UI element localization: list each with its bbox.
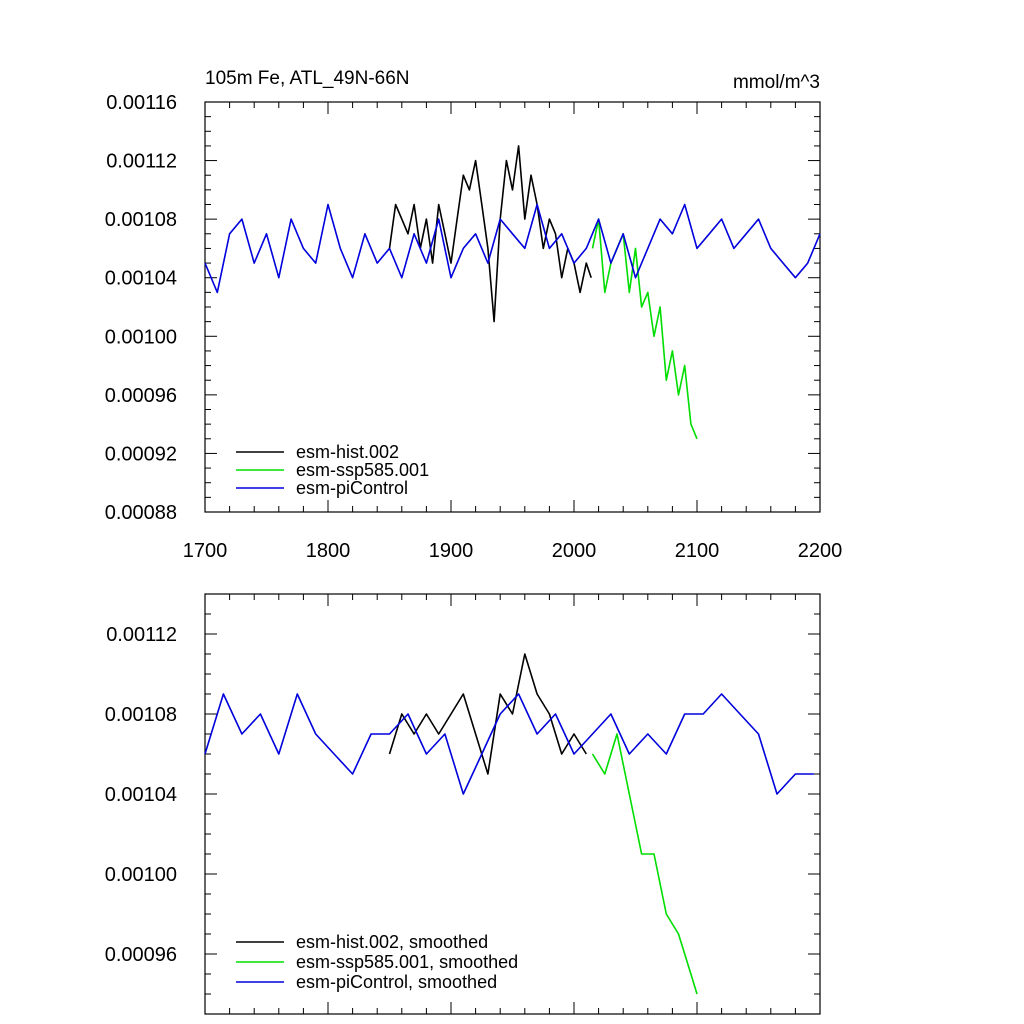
legend-label: esm-hist.002, smoothed: [296, 932, 488, 952]
y-tick-label: 0.00104: [105, 784, 177, 806]
y-tick-label: 0.00096: [105, 385, 177, 407]
series-line-0: [388, 145, 592, 323]
y-tick-label: 0.00116: [106, 92, 177, 114]
series-line-2: [204, 203, 821, 294]
x-tick-label: 1700: [183, 540, 228, 562]
y-tick-label: 0.00108: [105, 704, 177, 726]
series-line-2: [204, 693, 814, 795]
bottom-axis-ticks: 0.00096 0.00100 0.00104 0.00108 0.00112: [105, 593, 821, 1015]
y-tick-label: 0.00112: [106, 151, 177, 173]
legend-label: esm-ssp585.001, smoothed: [296, 952, 518, 972]
y-tick-label: 0.00092: [105, 443, 177, 465]
top-chart-units: mmol/m^3: [733, 72, 820, 93]
y-tick-label: 0.00104: [105, 268, 177, 290]
bottom-plot-frame: [204, 593, 821, 1015]
x-tick-label: 1800: [306, 540, 351, 562]
legend-label: esm-hist.002: [296, 442, 399, 462]
bottom-panel: 0.00096 0.00100 0.00104 0.00108 0.00112 esm-…: [105, 593, 821, 1015]
x-tick-label: 2000: [552, 540, 597, 562]
legend-label: esm-piControl, smoothed: [296, 972, 497, 992]
top-panel: 105m Fe, ATL_49N-66N mmol/m^3 1700 1800 19…: [105, 68, 843, 562]
top-axis-ticks: 1700 1800 1900 2000 2100 2200 0.00088 0.00092 0.…: [105, 92, 843, 562]
series-line-0: [388, 653, 587, 775]
x-tick-label: 1900: [429, 540, 474, 562]
legend-label: esm-ssp585.001: [296, 460, 429, 480]
top-chart-title: 105m Fe, ATL_49N-66N: [205, 68, 410, 89]
series-line-1: [591, 733, 698, 995]
series-line-1: [591, 218, 698, 440]
x-tick-label: 2200: [798, 540, 843, 562]
x-tick-label: 2100: [675, 540, 720, 562]
y-tick-label: 0.00112: [106, 624, 177, 646]
bottom-series-group: [204, 653, 814, 995]
y-tick-label: 0.00108: [105, 209, 177, 231]
y-tick-label: 0.00100: [105, 864, 177, 886]
y-tick-label: 0.00100: [105, 326, 177, 348]
y-tick-label: 0.00088: [105, 502, 177, 524]
y-tick-label: 0.00096: [105, 944, 177, 966]
legend-label: esm-piControl: [296, 478, 408, 498]
top-series-group: [204, 145, 821, 440]
